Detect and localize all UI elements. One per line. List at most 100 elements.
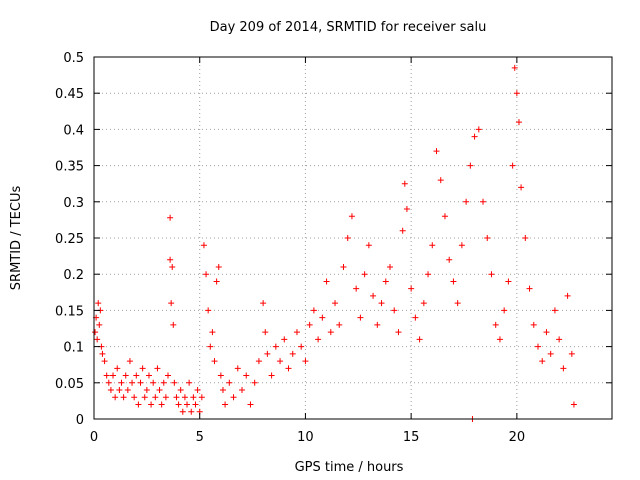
data-point [175, 401, 182, 408]
data-point [285, 365, 292, 372]
data-point [429, 242, 436, 249]
data-point [395, 329, 402, 336]
data-point [535, 343, 541, 350]
data-point [509, 162, 516, 169]
data-point [289, 350, 296, 357]
data-point [361, 271, 368, 278]
data-point [126, 358, 133, 365]
data-point [118, 379, 125, 386]
data-point [336, 321, 343, 328]
data-point [441, 213, 448, 220]
data-point [458, 242, 465, 249]
data-point [315, 336, 322, 343]
data-point [243, 372, 250, 379]
axis-ticks [93, 56, 612, 420]
data-point [154, 365, 161, 372]
data-point [403, 206, 410, 213]
data-point [401, 180, 408, 187]
data-point [327, 329, 334, 336]
y-axis-label: SRMTID / TECUs [9, 186, 24, 291]
data-point [570, 401, 577, 408]
data-point [420, 300, 427, 307]
data-point [518, 184, 525, 191]
data-point [471, 133, 478, 140]
data-point [192, 401, 199, 408]
y-tick-label: 0.45 [55, 87, 84, 102]
data-point [99, 350, 106, 357]
data-point [348, 213, 355, 220]
data-point [186, 379, 193, 386]
x-tick-label: 0 [90, 430, 98, 445]
data-point [370, 292, 377, 299]
data-point [156, 387, 163, 394]
data-point [122, 372, 129, 379]
data-point [450, 278, 457, 285]
data-point [162, 394, 169, 401]
data-point [492, 321, 499, 328]
data-point [217, 372, 224, 379]
x-tick-labels: 0 5 10 15 20 [90, 430, 525, 445]
data-point [480, 198, 487, 205]
data-point [365, 242, 372, 249]
data-point [116, 387, 123, 394]
data-point [293, 329, 300, 336]
x-tick-label: 15 [403, 430, 420, 445]
data-point [226, 379, 233, 386]
data-point [211, 358, 218, 365]
data-point [141, 394, 148, 401]
data-point [173, 394, 180, 401]
data-point [446, 256, 453, 263]
data-point [260, 300, 267, 307]
data-point [101, 358, 108, 365]
data-point [264, 350, 271, 357]
data-point [170, 321, 177, 328]
data-point [454, 300, 461, 307]
data-point [551, 307, 558, 314]
data-point [511, 64, 518, 71]
data-point [207, 343, 214, 350]
data-point [425, 271, 432, 278]
data-point [219, 387, 226, 394]
data-point [105, 379, 112, 386]
data-point [110, 372, 117, 379]
data-point [467, 162, 474, 169]
data-point [167, 214, 174, 221]
data-point [344, 235, 351, 241]
data-point [374, 321, 381, 328]
x-tick-label: 5 [196, 430, 204, 445]
data-point [179, 408, 186, 415]
data-point [181, 394, 188, 401]
data-point [165, 372, 171, 379]
data-point [408, 285, 415, 292]
data-point [150, 379, 157, 386]
data-point [310, 307, 317, 314]
data-point [556, 336, 563, 343]
data-point [94, 336, 101, 343]
data-point [96, 321, 103, 328]
data-point [496, 336, 503, 343]
y-tick-label: 0.05 [55, 377, 84, 392]
data-point [213, 278, 220, 285]
data-point [171, 379, 178, 386]
data-point [239, 387, 245, 394]
data-point [277, 358, 284, 365]
data-point [137, 379, 144, 386]
data-point [272, 343, 279, 350]
data-point [148, 401, 155, 408]
data-point [234, 365, 241, 372]
data-point [382, 278, 389, 285]
data-point [120, 394, 127, 401]
y-tick-labels: 0 0.05 0.1 0.15 0.2 0.25 0.3 0.35 0.4 0.45 0.5 [55, 51, 84, 428]
data-point [135, 401, 142, 408]
data-point [560, 365, 567, 372]
data-point [319, 314, 326, 321]
data-point [357, 314, 364, 321]
y-tick-label: 0.15 [55, 304, 84, 319]
data-point [298, 343, 305, 350]
data-point [399, 227, 406, 234]
data-point [475, 126, 482, 133]
data-point [340, 263, 347, 270]
data-point [131, 394, 138, 401]
data-point [378, 300, 385, 307]
